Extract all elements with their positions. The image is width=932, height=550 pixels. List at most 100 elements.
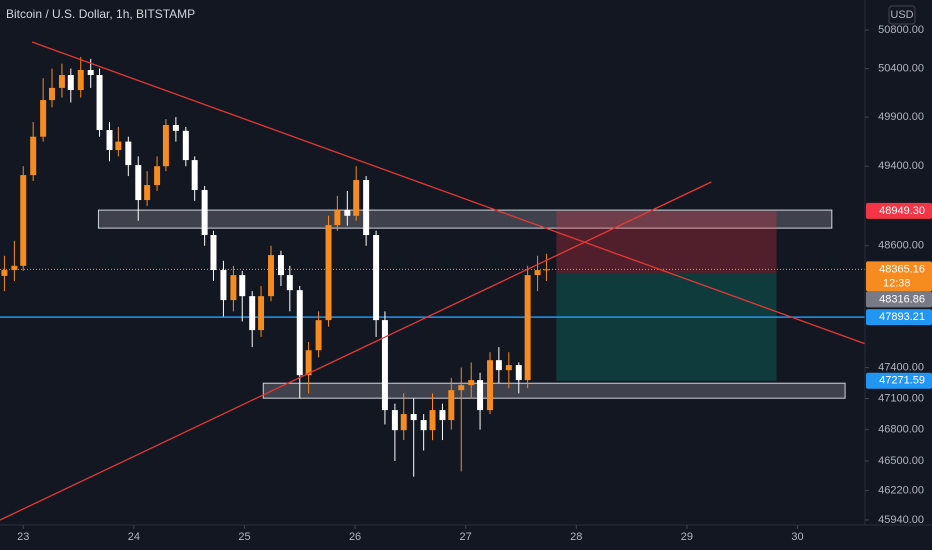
- stop-loss-area: [556, 210, 777, 273]
- candle-body: [477, 380, 484, 411]
- x-tick-label: 27: [460, 531, 472, 543]
- price-marker-label: 48365.16: [879, 263, 925, 275]
- candle-body: [239, 275, 246, 297]
- candle-body: [144, 185, 151, 201]
- candle-body: [534, 270, 541, 276]
- candle-body: [191, 160, 198, 191]
- candle-body: [182, 130, 189, 161]
- candle-body: [201, 190, 208, 236]
- candle-body: [524, 275, 531, 381]
- x-tick-label: 25: [238, 531, 250, 543]
- support-resistance-zone: [262, 382, 846, 399]
- plot-area: [0, 41, 866, 521]
- support-resistance-zone: [97, 209, 833, 229]
- x-tick-label: 24: [128, 531, 140, 543]
- currency-box[interactable]: [888, 5, 916, 25]
- y-tick-label: 48600.00: [878, 240, 924, 252]
- y-tick-label: 46500.00: [878, 455, 924, 467]
- candle-body: [172, 125, 179, 131]
- x-tick-label: 26: [349, 531, 361, 543]
- candle-body: [315, 320, 322, 351]
- candle-body: [439, 410, 446, 421]
- candle-body: [410, 414, 417, 421]
- candle-body: [115, 141, 122, 151]
- candle-body: [487, 360, 494, 411]
- y-tick-label: 46220.00: [878, 484, 924, 496]
- candle-body: [363, 180, 370, 236]
- candle-body: [220, 270, 227, 301]
- price-marker: [866, 291, 932, 308]
- y-tick-label: 47100.00: [878, 392, 924, 404]
- x-tick-label: 23: [17, 531, 29, 543]
- y-tick-label: 50800.00: [878, 24, 924, 36]
- candle-body: [391, 410, 398, 431]
- candle-body: [505, 365, 512, 371]
- candle-body: [344, 210, 351, 216]
- candle-body: [515, 365, 522, 381]
- candle-body: [67, 75, 74, 91]
- candle-body: [258, 296, 265, 331]
- price-marker-label: 47271.59: [879, 375, 925, 387]
- price-marker: [866, 261, 932, 292]
- y-tick-label: 49900.00: [878, 111, 924, 123]
- y-tick-label: 46800.00: [878, 424, 924, 436]
- candle-body: [468, 380, 475, 386]
- trend-line: [0, 181, 712, 521]
- candle-body: [296, 290, 303, 376]
- y-tick-label: 47400.00: [878, 361, 924, 373]
- price-marker-label: 48949.30: [879, 205, 925, 217]
- price-marker-label: 47893.21: [879, 311, 925, 323]
- y-tick-label: 50400.00: [878, 62, 924, 74]
- candle-body: [58, 75, 65, 88]
- y-tick-label: 49400.00: [878, 160, 924, 172]
- candle-body: [381, 320, 388, 411]
- candle-body: [230, 275, 237, 301]
- candle-body: [162, 125, 169, 167]
- take-profit-area: [556, 272, 777, 381]
- candle-body: [400, 414, 407, 431]
- currency[interactable]: USD: [890, 9, 913, 21]
- price-marker: [866, 372, 932, 389]
- candle-body: [40, 100, 47, 137]
- candle-body: [135, 165, 142, 201]
- candle-body: [11, 265, 18, 271]
- candle-body: [125, 141, 132, 166]
- candle-body: [49, 87, 55, 101]
- x-tick-label: 30: [791, 531, 803, 543]
- candle-body: [325, 225, 332, 321]
- candle-body: [96, 75, 103, 131]
- candle-body: [420, 420, 427, 431]
- candle-body: [249, 296, 256, 331]
- candle-body: [268, 255, 274, 297]
- candle-body: [543, 269, 550, 271]
- candle-body: [154, 166, 161, 186]
- candle-body: [448, 390, 455, 421]
- candle-body: [429, 410, 436, 431]
- candle-body: [458, 385, 465, 391]
- x-tick-label: 29: [681, 531, 693, 543]
- price-marker: [866, 202, 932, 219]
- candle-body: [495, 360, 502, 371]
- chart-title: Bitcoin / U.S. Dollar, 1h, BITSTAMP: [6, 7, 195, 21]
- price-marker: [866, 309, 932, 326]
- candle-body: [106, 130, 113, 151]
- candle-body: [277, 255, 284, 276]
- candle-body: [87, 69, 94, 76]
- x-tick-label: 28: [570, 531, 582, 543]
- y-tick-label: 45940.00: [878, 514, 924, 526]
- candle-body: [286, 275, 293, 291]
- candle-body: [373, 235, 380, 321]
- price-marker-label: 48316.86: [879, 293, 925, 305]
- candle-body: [20, 175, 27, 266]
- candle-body: [30, 136, 37, 176]
- candle-body: [1, 270, 8, 276]
- price-countdown: 12:38: [883, 277, 911, 289]
- candle-body: [77, 69, 84, 91]
- candle-body: [305, 350, 312, 376]
- trend-line: [31, 41, 866, 345]
- candle-body: [353, 180, 360, 216]
- candle-body: [210, 235, 217, 271]
